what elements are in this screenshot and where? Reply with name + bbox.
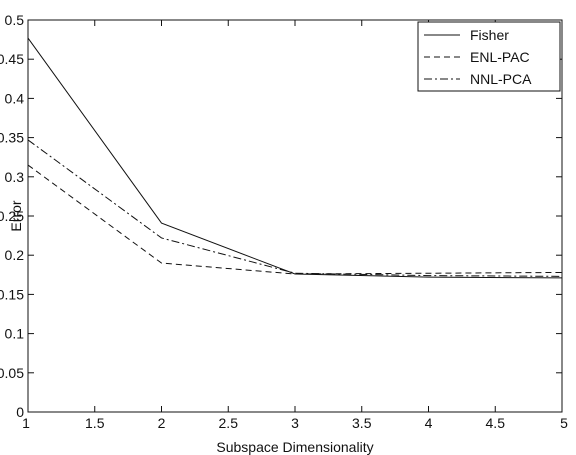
y-tick-label: 0.3 bbox=[5, 169, 25, 185]
y-tick-label: 0.35 bbox=[0, 130, 24, 146]
y-tick-label: 0.5 bbox=[5, 12, 25, 28]
x-tick-label: 5 bbox=[560, 415, 568, 431]
axis-ticks: 1 1.5 2 2.5 3 3.5 4 4.5 5 0 0.05 0.1 0.15 0.2 0.25 0.3 0… bbox=[0, 12, 568, 431]
y-tick-label: 0 bbox=[16, 404, 24, 420]
y-axis-title: Error bbox=[8, 200, 24, 231]
x-tick-label: 4 bbox=[425, 415, 433, 431]
x-tick-label: 3 bbox=[291, 415, 299, 431]
y-tick-label: 0.4 bbox=[5, 90, 25, 106]
x-tick-label: 3.5 bbox=[352, 415, 372, 431]
x-tick-label: 1 bbox=[22, 415, 30, 431]
x-axis-title: Subspace Dimensionality bbox=[216, 439, 373, 455]
series-lines bbox=[27, 37, 563, 279]
series-line-fisher bbox=[27, 37, 563, 279]
y-tick-label: 0.2 bbox=[5, 247, 25, 263]
y-tick-label: 0.45 bbox=[0, 51, 24, 67]
y-tick-label: 0.15 bbox=[0, 286, 24, 302]
series-line-nnl-pca bbox=[27, 139, 563, 277]
x-tick-label: 1.5 bbox=[85, 415, 105, 431]
legend-label-fisher: Fisher bbox=[470, 27, 509, 43]
x-tick-label: 4.5 bbox=[486, 415, 506, 431]
y-tick-label: 0.05 bbox=[0, 365, 24, 381]
legend-label-enl-pac: ENL-PAC bbox=[470, 49, 530, 65]
series-line-enl-pac bbox=[27, 164, 563, 275]
y-tick-label: 0.25 bbox=[0, 208, 24, 224]
x-tick-label: 2 bbox=[158, 415, 166, 431]
legend-label-nnl-pca: NNL-PCA bbox=[470, 71, 532, 87]
legend: Fisher ENL-PAC NNL-PCA bbox=[417, 21, 561, 92]
y-tick-label: 0.1 bbox=[5, 326, 25, 342]
x-tick-label: 2.5 bbox=[219, 415, 239, 431]
